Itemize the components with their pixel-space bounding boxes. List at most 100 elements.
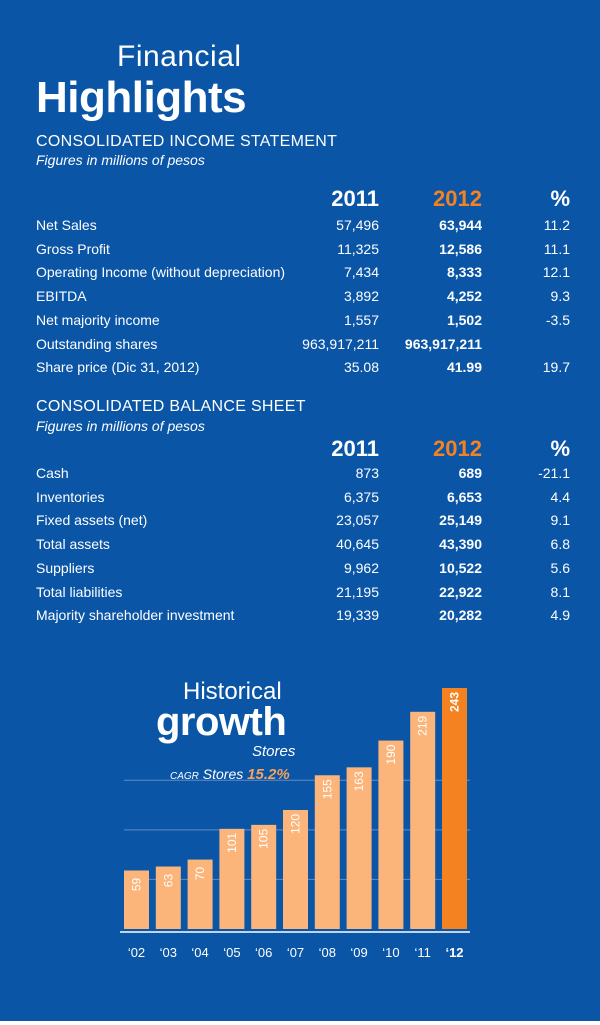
value-2011: 40,645 [336, 536, 379, 553]
row-label: Suppliers [36, 559, 95, 576]
table-row: Majority shareholder investment 19,339 20,… [36, 607, 570, 629]
row-label: Operating Income (without depreciation) [36, 264, 286, 281]
row-label: Net Sales [36, 217, 97, 233]
value-pct: 19.7 [542, 359, 570, 376]
x-tick-3: ‘05 [223, 945, 240, 960]
value-pct: 4.4 [550, 488, 570, 505]
value-2011: 6,375 [343, 488, 379, 505]
table-row: Net Sales 57,496 63,944 11.2 [36, 217, 570, 239]
bar-2 [187, 859, 213, 929]
value-2012: 6,653 [446, 488, 482, 505]
value-pct: 9.3 [550, 288, 570, 305]
bar-4 [251, 824, 277, 929]
x-tick-9: ‘11 [415, 945, 431, 960]
table-row: Operating Income (without depreciation) 7… [36, 264, 570, 286]
value-2011: 9,962 [343, 559, 379, 576]
value-2012: 41.99 [446, 359, 482, 376]
income-section-title: CONSOLIDATED INCOME STATEMENT [36, 133, 338, 150]
bar-label-2: 70 [193, 867, 207, 881]
balance-section-title: CONSOLIDATED BALANCE SHEET [36, 398, 306, 415]
value-2012: 689 [458, 465, 482, 481]
bar-3 [219, 828, 245, 929]
table-row: Share price (Dic 31, 2012) 35.08 41.99 19.7 [36, 359, 570, 381]
table-row: Outstanding shares 963,917,211 963,917,211 [36, 336, 570, 358]
value-2012: 63,944 [439, 217, 482, 233]
value-2012: 22,922 [439, 583, 482, 600]
cagr-small-label: CAGR [170, 771, 199, 782]
value-2011: 57,496 [336, 217, 379, 233]
value-pct: 8.1 [550, 583, 570, 600]
value-2012: 12,586 [439, 240, 482, 257]
value-pct: 12.1 [542, 264, 570, 281]
value-pct: 6.8 [550, 536, 570, 553]
bar-1 [155, 866, 181, 929]
title-line2: Highlights [36, 73, 247, 122]
x-tick-5: ‘07 [287, 945, 304, 960]
cagr-text: Stores [202, 766, 244, 782]
value-2011: 1,557 [343, 311, 379, 328]
value-2012: 1,502 [446, 311, 482, 328]
value-2012: 43,390 [439, 536, 482, 553]
row-label: Total assets [36, 536, 110, 553]
value-2012: 4,252 [446, 288, 482, 305]
row-label: EBITDA [36, 288, 87, 305]
value-pct: 11.2 [543, 217, 570, 233]
value-pct: 4.9 [550, 607, 570, 624]
value-2011: 873 [355, 465, 379, 481]
value-2011: 23,057 [336, 512, 379, 529]
bar-7 [346, 767, 372, 929]
income-header-pct: % [550, 186, 570, 211]
x-tick-1: ‘03 [160, 945, 177, 960]
x-tick-6: ‘08 [319, 945, 336, 960]
chart-cagr-label: CAGR Stores 15.2% [170, 766, 290, 783]
row-label: Majority shareholder investment [36, 607, 235, 624]
bar-label-3: 101 [225, 832, 239, 852]
row-label: Total liabilities [36, 583, 123, 600]
bar-10 [442, 688, 467, 929]
bar-8 [378, 740, 404, 929]
value-pct: 11.1 [543, 240, 570, 257]
table-row: Gross Profit 11,325 12,586 11.1 [36, 241, 570, 263]
value-pct: -3.5 [545, 311, 570, 328]
value-2011: 11,325 [337, 240, 379, 257]
bar-9 [410, 711, 436, 929]
value-2011: 3,892 [343, 288, 379, 305]
row-label: Gross Profit [36, 240, 110, 257]
cagr-value: 15.2% [247, 766, 290, 783]
value-pct: 5.6 [550, 559, 570, 576]
value-2011: 963,917,211 [302, 335, 379, 352]
x-tick-8: ‘10 [382, 945, 399, 960]
value-2012: 10,522 [439, 559, 482, 576]
balance-header-2011: 2011 [331, 436, 379, 461]
value-2012: 20,282 [439, 607, 482, 624]
balance-section-subtitle: Figures in millions of pesos [36, 418, 205, 434]
income-header-2011: 2011 [331, 186, 379, 211]
x-tick-0: ‘02 [128, 945, 145, 960]
balance-header-pct: % [550, 436, 570, 461]
value-pct: 9.1 [550, 512, 570, 529]
value-2011: 21,195 [336, 583, 379, 600]
table-row: Fixed assets (net) 23,057 25,149 9.1 [36, 512, 570, 534]
bar-label-9: 219 [416, 715, 430, 735]
x-tick-10: ‘12 [445, 945, 463, 960]
value-2012: 963,917,211 [404, 335, 482, 352]
bar-label-0: 59 [130, 877, 144, 891]
bar-label-4: 105 [257, 829, 271, 849]
bar-label-1: 63 [161, 874, 175, 888]
value-2012: 25,149 [439, 512, 482, 529]
table-row: EBITDA 3,892 4,252 9.3 [36, 288, 570, 310]
balance-header-2012: 2012 [433, 436, 482, 461]
row-label: Fixed assets (net) [36, 512, 148, 529]
bar-5 [283, 809, 308, 929]
value-2011: 35.08 [343, 359, 379, 376]
bar-label-6: 155 [320, 779, 334, 799]
bar-label-8: 190 [384, 744, 398, 764]
row-label: Outstanding shares [36, 335, 158, 352]
value-2011: 19,339 [336, 607, 379, 624]
table-row: Total liabilities 21,195 22,922 8.1 [36, 584, 570, 606]
value-2012: 8,333 [446, 264, 482, 281]
value-pct: -21.1 [538, 465, 570, 481]
table-row: Cash 873 689 -21.1 [36, 465, 570, 487]
chart-title-line2: growth [156, 700, 287, 744]
